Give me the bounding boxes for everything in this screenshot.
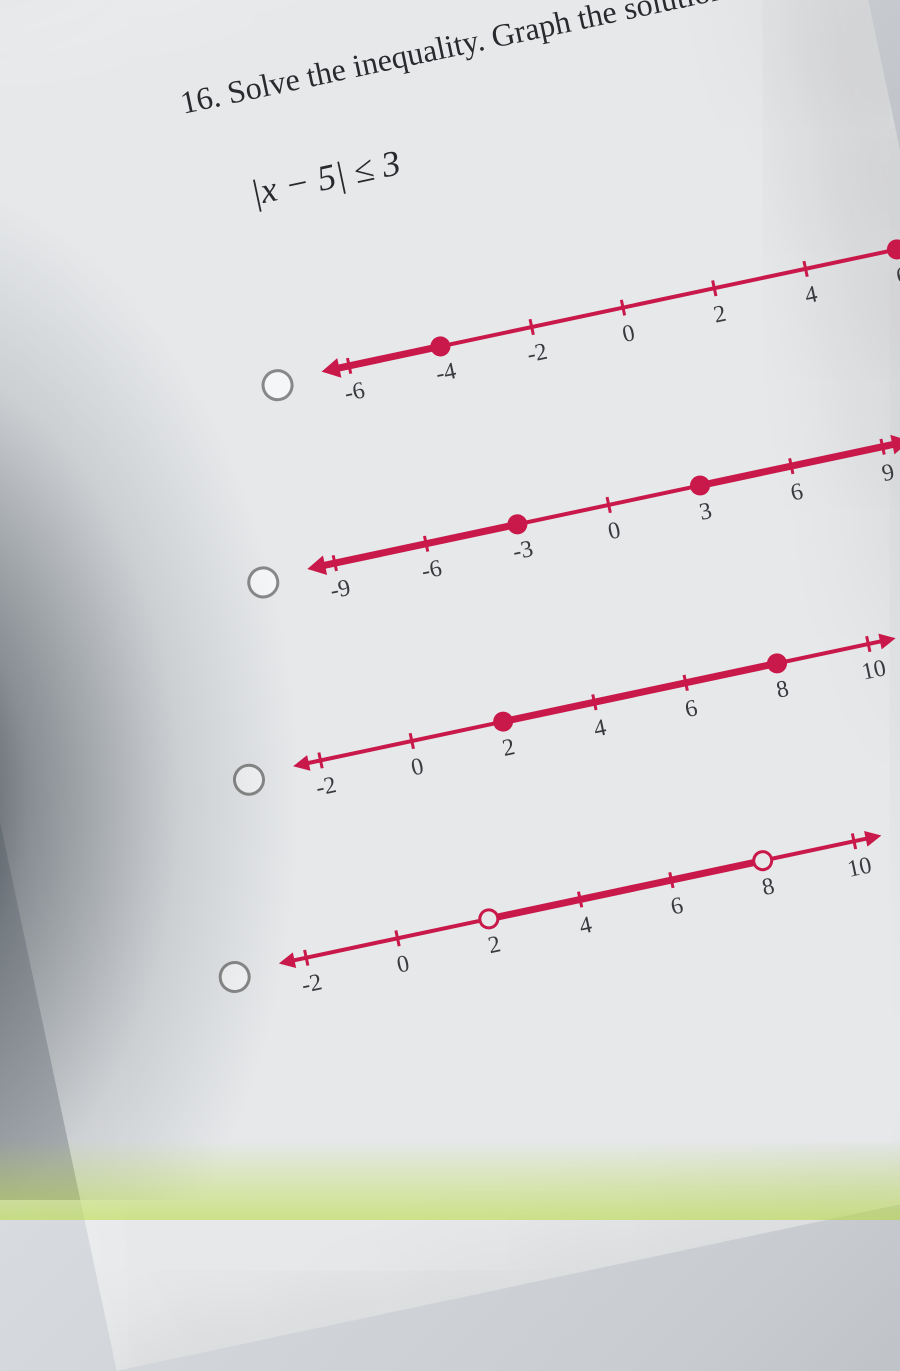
radio-b[interactable] [244, 563, 282, 601]
radio-d[interactable] [216, 958, 254, 996]
svg-text:0: 0 [620, 320, 637, 348]
svg-text:10: 10 [859, 655, 888, 685]
svg-text:3: 3 [697, 498, 714, 526]
svg-text:6: 6 [668, 893, 685, 921]
svg-text:4: 4 [577, 912, 594, 940]
question-number: 16. [177, 77, 224, 121]
svg-text:-2: -2 [299, 969, 324, 999]
inequality-expression: |x − 5| ≤ 3 [247, 141, 404, 214]
svg-text:0: 0 [409, 753, 426, 781]
svg-text:6: 6 [894, 262, 900, 290]
svg-text:6: 6 [788, 479, 805, 507]
numberline-a: -6 -4 -2 0 2 4 6 [314, 214, 900, 460]
svg-text:9: 9 [880, 459, 897, 487]
svg-text:-2: -2 [525, 339, 550, 369]
svg-text:8: 8 [760, 873, 777, 901]
radio-a[interactable] [259, 366, 297, 404]
svg-text:-4: -4 [434, 358, 459, 388]
svg-text:10: 10 [845, 852, 874, 882]
svg-text:4: 4 [803, 281, 820, 309]
svg-text:0: 0 [395, 951, 412, 979]
radio-c[interactable] [230, 761, 268, 799]
svg-text:-6: -6 [419, 555, 444, 585]
page-content: 16. Solve the inequality. Graph the solu… [0, 0, 900, 1280]
svg-text:-2: -2 [314, 772, 339, 802]
svg-text:0: 0 [606, 517, 623, 545]
svg-text:4: 4 [591, 715, 608, 743]
svg-text:-6: -6 [342, 377, 367, 407]
svg-text:6: 6 [683, 695, 700, 723]
svg-text:2: 2 [500, 734, 517, 762]
svg-text:-9: -9 [328, 575, 353, 605]
svg-text:2: 2 [486, 931, 503, 959]
svg-text:2: 2 [711, 301, 728, 329]
svg-text:8: 8 [774, 676, 791, 704]
svg-text:-3: -3 [511, 536, 536, 566]
